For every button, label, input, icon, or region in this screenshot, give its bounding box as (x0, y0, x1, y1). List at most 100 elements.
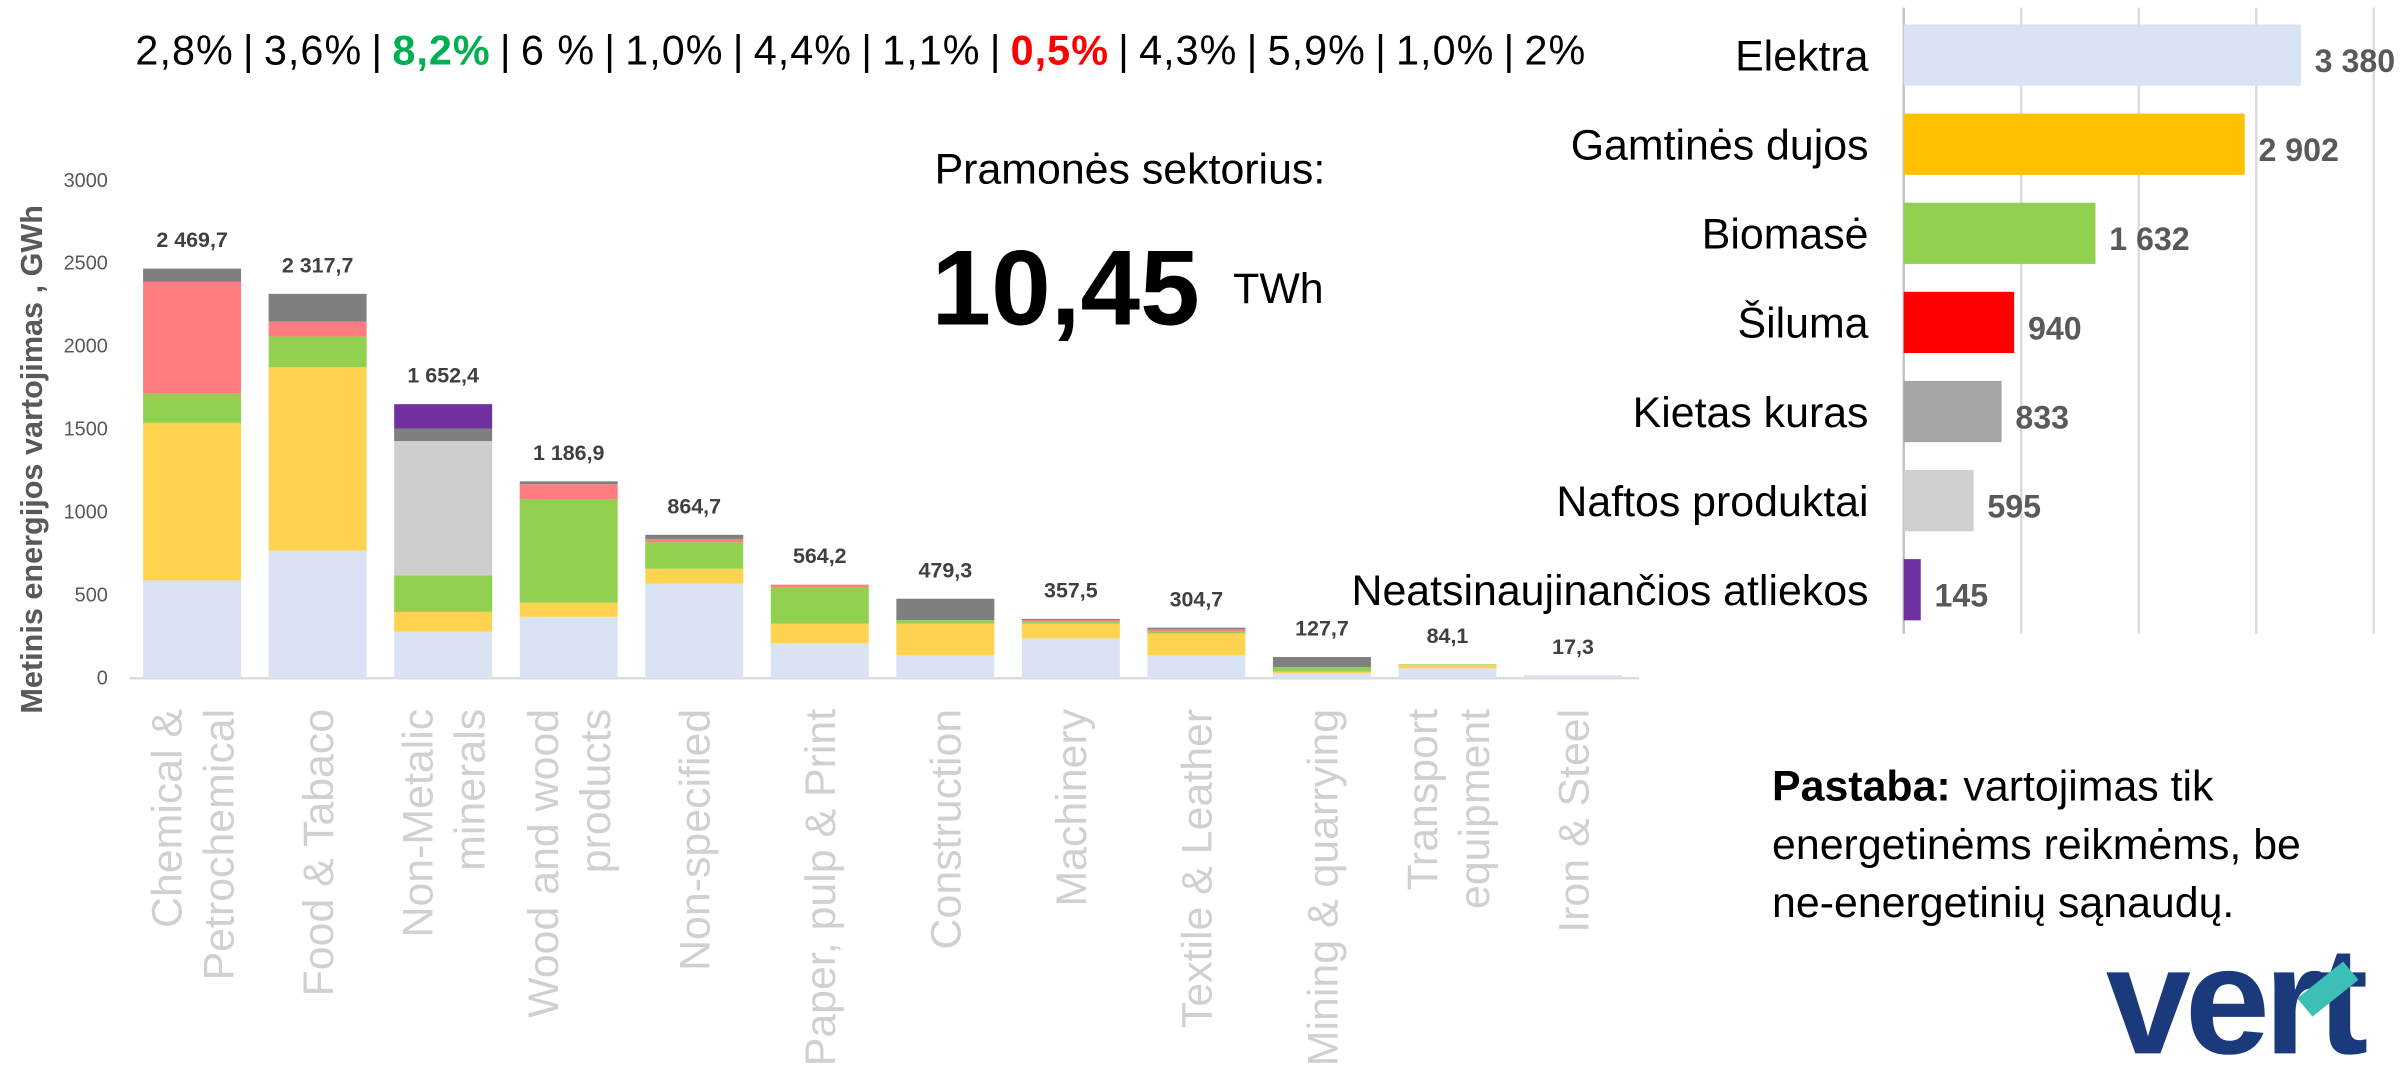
bar-segment (770, 623, 869, 644)
bar-segment (1021, 623, 1120, 639)
category-label: Kietas kuras (1633, 389, 1869, 437)
value-label: 940 (2028, 310, 2082, 346)
bar-segment (519, 602, 618, 617)
bar-segment (645, 568, 744, 584)
bar-segment (394, 441, 493, 576)
bar-segment (1021, 638, 1120, 679)
y-tick-label: 1500 (64, 419, 108, 441)
total-label: 2 317,7 (282, 253, 353, 277)
bar-segment (394, 575, 493, 612)
x-tick-label: Chemical & Petrochemical (143, 709, 243, 981)
bar-segment (519, 484, 618, 500)
separator: | (1375, 27, 1386, 73)
bar-segment (394, 404, 493, 429)
x-tick-label: Wood and wood products (520, 709, 620, 1018)
y-tick-label: 1000 (64, 501, 108, 523)
growth-label: 0,5% (1011, 27, 1108, 73)
bar-segment (268, 293, 367, 322)
bar-segment (143, 580, 242, 679)
separator: | (604, 27, 615, 73)
bar-segment (268, 321, 367, 337)
note-line: energetinėms reikmėms, be (1772, 821, 2301, 869)
separator: | (1118, 27, 1129, 73)
bar-segment (645, 583, 744, 679)
growth-label: 3,6% (264, 27, 361, 73)
x-tick-label: Machinery (1048, 708, 1096, 906)
logo-accent (2297, 961, 2359, 1017)
bar-segment (1147, 655, 1246, 679)
growth-row: 2,8% | 3,6% | 8,2% | 6 % | 1,0% | 4,4% | 1,1% | 0,5% | 4… (135, 27, 1585, 73)
bar-segment (268, 336, 367, 368)
total-label: 84,1 (1427, 624, 1469, 648)
value-label: 3 380 (2315, 43, 2395, 79)
total-label: 1 652,4 (407, 364, 479, 388)
separator: | (500, 27, 511, 73)
separator: | (243, 27, 254, 73)
category-label: Šiluma (1737, 300, 1868, 348)
separator: | (1247, 27, 1258, 73)
bar-segment (1398, 664, 1497, 669)
growth-label: 4,4% (754, 27, 851, 73)
bar-segment (519, 499, 618, 603)
category-label: Biomasė (1702, 211, 1869, 259)
x-tick-label: Construction (923, 709, 971, 950)
growth-label: 1,1% (882, 27, 979, 73)
bar-segment (143, 422, 242, 581)
y-tick-label: 500 (75, 584, 108, 606)
separator: | (990, 27, 1001, 73)
category-label: Naftos produktai (1556, 478, 1868, 526)
growth-label: 2,8% (135, 27, 232, 73)
category-label: Elektra (1735, 32, 1869, 80)
bar (1903, 24, 2301, 86)
bar (1903, 202, 2096, 264)
bar-segment (896, 598, 995, 621)
bar-segment (1147, 633, 1246, 656)
growth-label: 2% (1525, 27, 1586, 73)
value-label: 145 (1935, 578, 1989, 614)
y-tick-label: 2500 (64, 253, 108, 275)
bar-segment (645, 542, 744, 569)
total-label: 479,3 (919, 558, 973, 582)
bar-segment (394, 611, 493, 632)
growth-label: 4,3% (1139, 27, 1236, 73)
total-label: 17,3 (1552, 635, 1594, 659)
bar-segment (268, 550, 367, 679)
bar-segment (1398, 668, 1497, 679)
x-tick-label: Transport equipment (1399, 709, 1499, 909)
total-label: 357,5 (1044, 578, 1098, 602)
bar-segment (1398, 664, 1497, 665)
value-label: 595 (1987, 488, 2041, 524)
bar-segment (143, 393, 242, 423)
growth-label: 8,2% (392, 27, 489, 73)
value-label: 833 (2015, 399, 2069, 435)
bar-segment (1147, 629, 1246, 632)
headline-unit: TWh (1233, 265, 1323, 313)
bar-segment (896, 623, 995, 656)
bar-segment (394, 631, 493, 679)
growth-label: 1,0% (625, 27, 722, 73)
bar-segment (143, 268, 242, 282)
category-label: Gamtinės dujos (1571, 122, 1869, 170)
bar-segment (1524, 675, 1623, 679)
total-label: 564,2 (793, 544, 847, 568)
growth-label: 6 % (521, 27, 594, 73)
bar (1903, 470, 1974, 532)
separator: | (733, 27, 744, 73)
note-line: ne-energetinių sąnaudų. (1772, 879, 2234, 927)
x-tick-label: Non-Metalic minerals (394, 709, 494, 938)
growth-label: 1,0% (1396, 27, 1493, 73)
x-tick-label: Paper, pulp & Print (797, 709, 845, 1066)
bar (1903, 113, 2245, 175)
bar-segment (770, 587, 869, 624)
headline-value: 10,45 (932, 228, 1200, 348)
bar (1903, 559, 1921, 621)
total-label: 1 186,9 (533, 441, 605, 465)
bar-segment (1147, 627, 1246, 630)
category-label: Neatsinaujinančios atliekos (1352, 567, 1869, 615)
y-tick-label: 3000 (64, 170, 108, 192)
bar-segment (143, 281, 242, 394)
total-label: 864,7 (667, 494, 721, 518)
bar-segment (1272, 671, 1371, 674)
